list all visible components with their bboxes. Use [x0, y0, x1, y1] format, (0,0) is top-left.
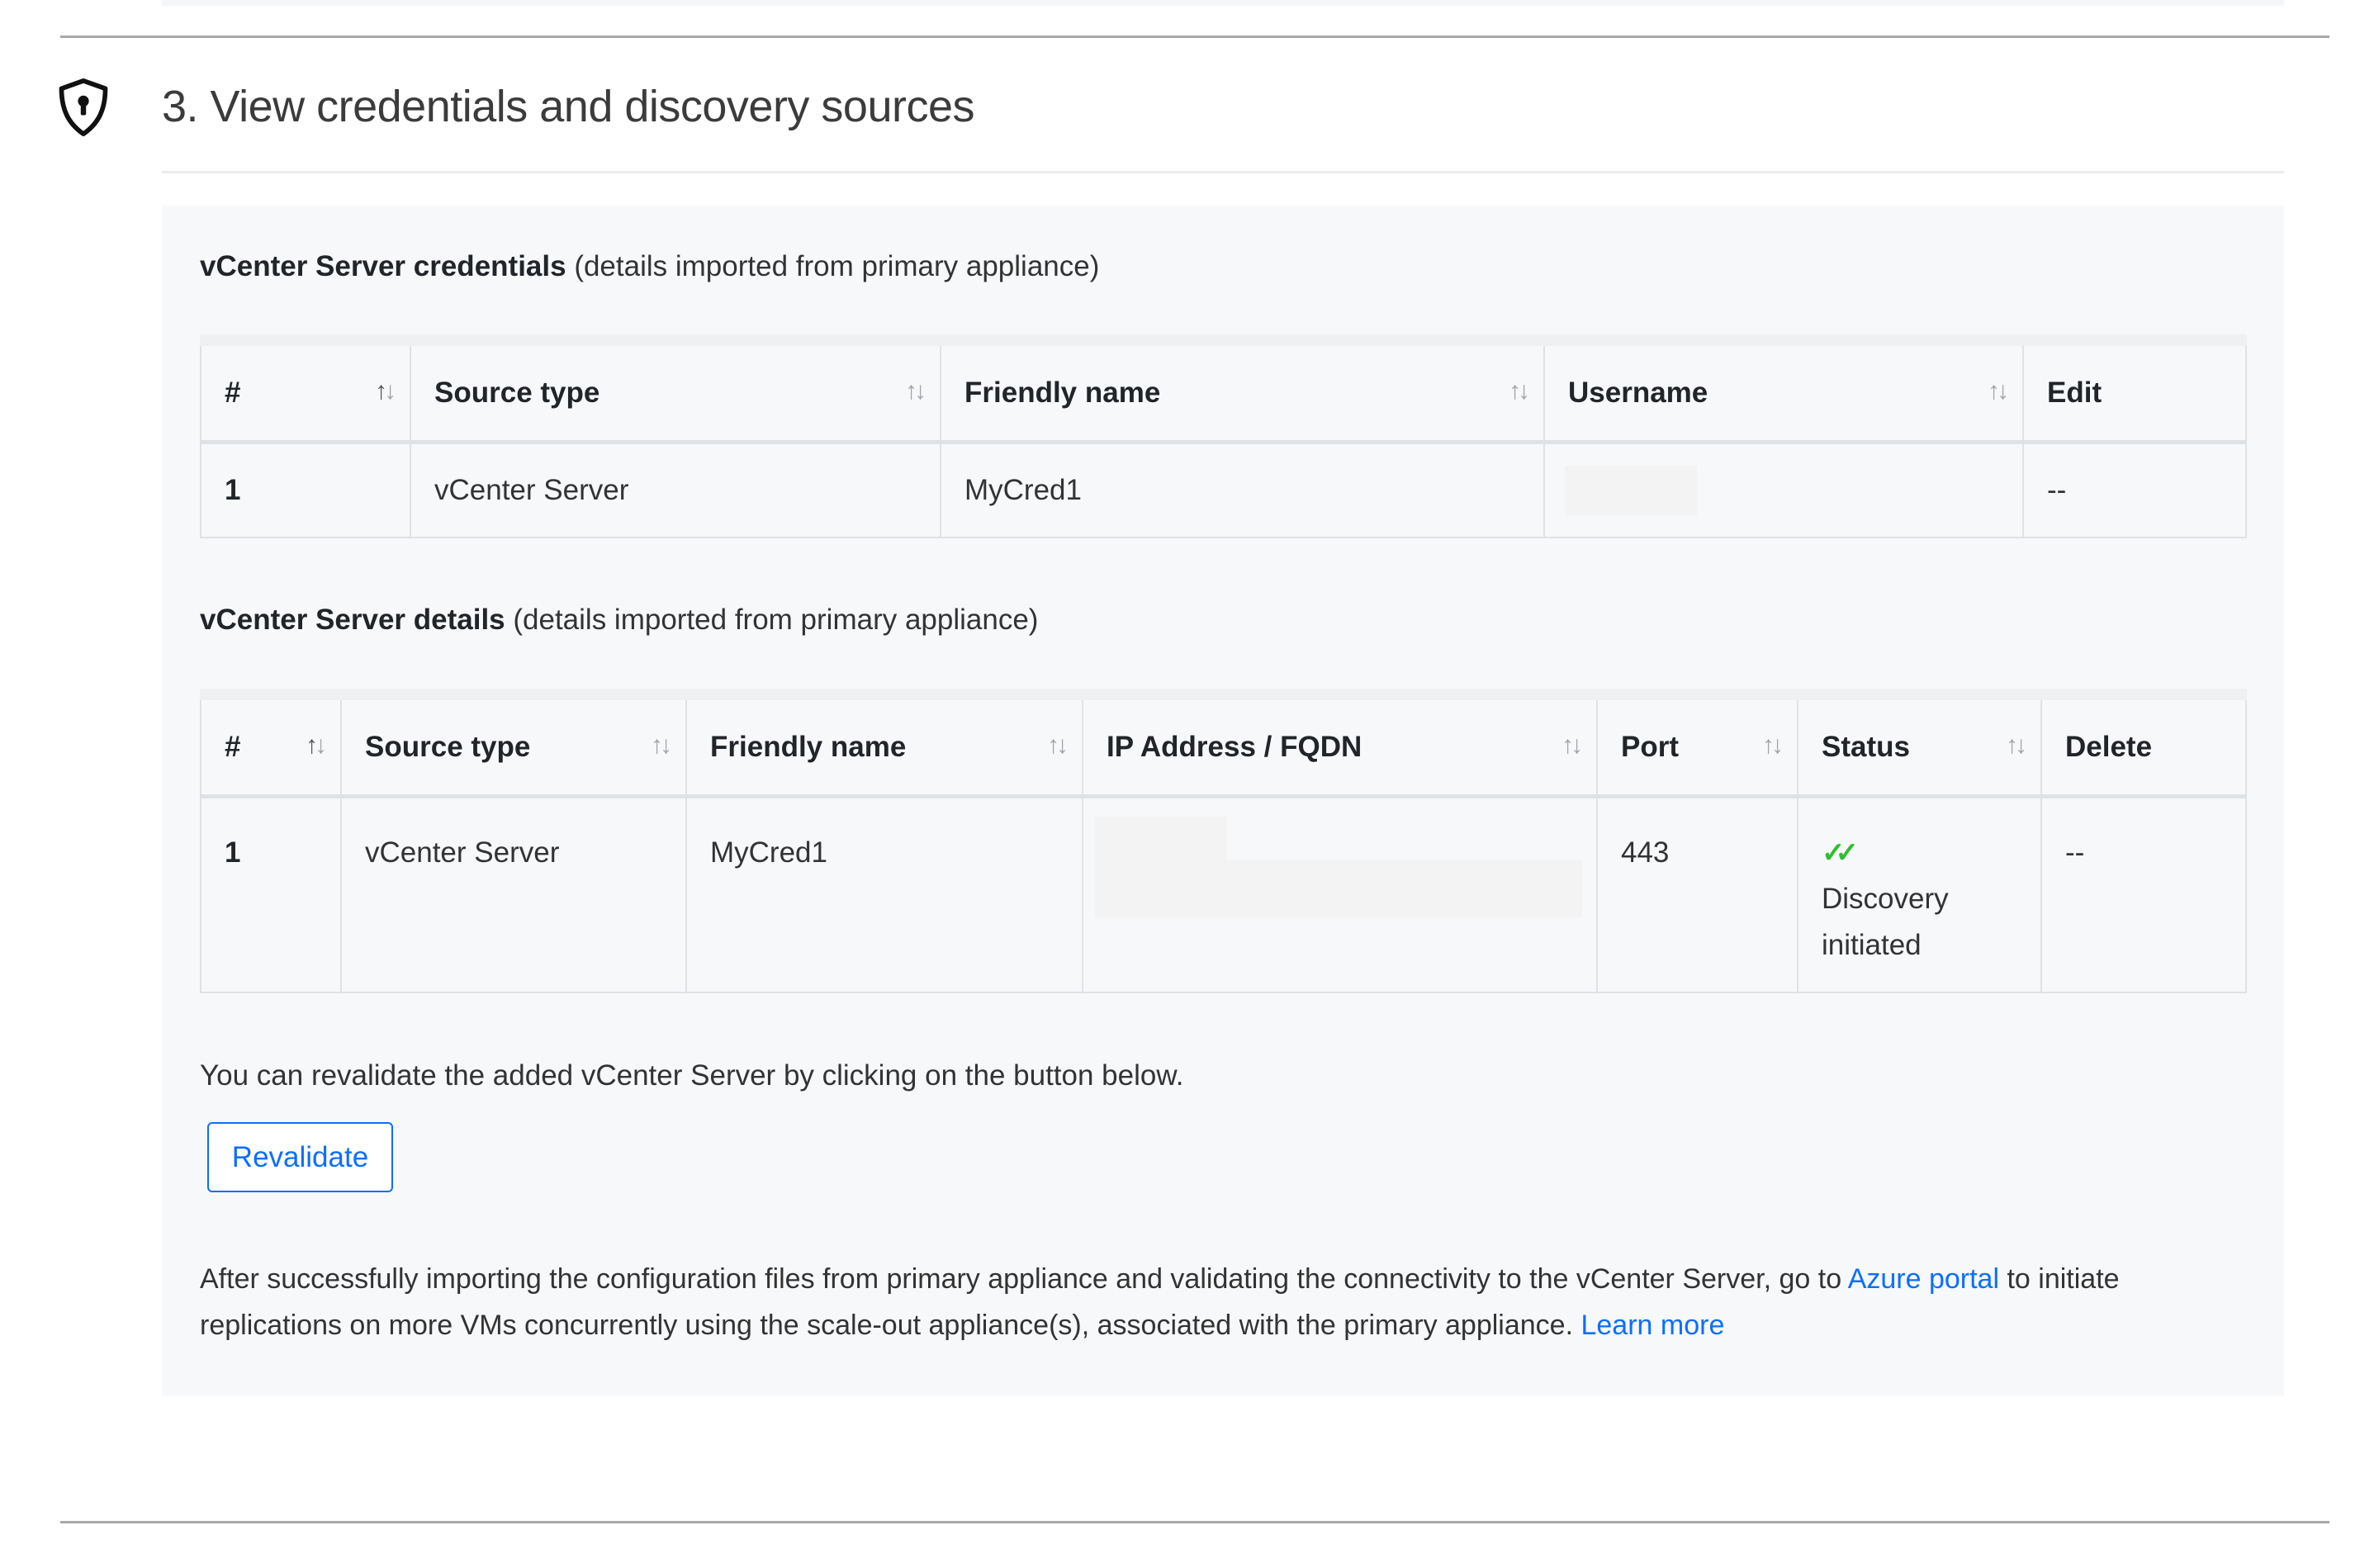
credentials-heading-note: (details imported from primary appliance… — [574, 250, 1100, 282]
credentials-panel: vCenter Server credentials (details impo… — [162, 206, 2284, 1396]
cell-status: ✓✓ Discovery initiated — [1797, 795, 2042, 993]
sort-icon[interactable]: ↑↓ — [651, 732, 672, 759]
section-title: 3. View credentials and discovery source… — [162, 82, 975, 131]
column-header-friendly-name[interactable]: Friendly name ↑↓ — [940, 339, 1545, 444]
column-header-port[interactable]: Port ↑↓ — [1596, 694, 1798, 798]
credentials-table: # ↑↓ Source type ↑↓ Friendly name ↑↓ Userna… — [200, 334, 2247, 538]
cell-number: 1 — [200, 795, 342, 993]
redacted-username — [1565, 466, 1697, 515]
column-header-number[interactable]: # ↑↓ — [200, 339, 411, 444]
divider-bottom — [60, 1521, 2329, 1523]
column-header-edit: Edit — [2022, 339, 2247, 444]
redacted-ip — [1095, 817, 1227, 860]
column-header-number[interactable]: # ↑↓ — [200, 694, 342, 798]
cell-ip-address — [1082, 795, 1598, 993]
sort-icon[interactable]: ↑↓ — [1762, 732, 1784, 759]
cell-friendly-name: MyCred1 — [940, 441, 1545, 538]
column-header-ip-address[interactable]: IP Address / FQDN ↑↓ — [1082, 694, 1598, 798]
sort-icon[interactable]: ↑↓ — [1047, 732, 1069, 759]
sort-icon[interactable]: ↑↓ — [2006, 732, 2027, 759]
double-check-icon: ✓✓ — [1822, 837, 1859, 869]
cell-port: 443 — [1596, 795, 1798, 993]
sort-icon[interactable]: ↑↓ — [306, 732, 327, 759]
sort-icon[interactable]: ↑↓ — [1561, 732, 1583, 759]
cell-source-type: vCenter Server — [340, 795, 687, 993]
credentials-heading: vCenter Server credentials (details impo… — [200, 250, 1099, 283]
table-row: 1 vCenter Server MyCred1 -- — [200, 441, 2247, 538]
status-text: Discovery initiated — [1822, 883, 1949, 961]
cell-edit[interactable]: -- — [2022, 441, 2247, 538]
column-header-source-type[interactable]: Source type ↑↓ — [410, 339, 941, 444]
sort-icon[interactable]: ↑↓ — [375, 377, 396, 405]
details-heading-note: (details imported from primary appliance… — [513, 604, 1039, 636]
credentials-heading-title: vCenter Server credentials — [200, 250, 566, 282]
cell-friendly-name: MyCred1 — [685, 795, 1083, 993]
details-heading-title: vCenter Server details — [200, 604, 505, 636]
details-table: # ↑↓ Source type ↑↓ Friendly name ↑↓ IP Add… — [200, 689, 2247, 993]
column-header-friendly-name[interactable]: Friendly name ↑↓ — [685, 694, 1083, 798]
cell-username — [1543, 441, 2024, 538]
redacted-fqdn — [1095, 860, 1582, 917]
revalidate-text: You can revalidate the added vCenter Ser… — [200, 1059, 1184, 1092]
footer-text: After successfully importing the configu… — [200, 1256, 2256, 1348]
footer-text-part: to initiate replications on more VMs con… — [200, 1263, 2120, 1341]
column-header-delete: Delete — [2040, 694, 2247, 798]
sort-icon[interactable]: ↑↓ — [1509, 377, 1530, 405]
details-heading: vCenter Server details (details imported… — [200, 604, 1038, 637]
cell-number: 1 — [200, 441, 411, 538]
title-divider — [162, 171, 2284, 173]
cell-source-type: vCenter Server — [410, 441, 941, 538]
column-header-source-type[interactable]: Source type ↑↓ — [340, 694, 687, 798]
learn-more-link[interactable]: Learn more — [1580, 1310, 1725, 1341]
sort-icon[interactable]: ↑↓ — [905, 377, 926, 405]
previous-section-panel — [162, 0, 2284, 6]
azure-portal-link[interactable]: Azure portal — [1847, 1263, 2000, 1295]
table-row: 1 vCenter Server MyCred1 443 ✓✓ Discover… — [200, 795, 2247, 993]
shield-keyhole-icon — [59, 78, 108, 137]
cell-delete[interactable]: -- — [2040, 795, 2247, 993]
sort-icon[interactable]: ↑↓ — [1988, 377, 2009, 405]
column-header-status[interactable]: Status ↑↓ — [1797, 694, 2042, 798]
revalidate-button[interactable]: Revalidate — [207, 1122, 393, 1192]
divider-top — [60, 36, 2329, 38]
footer-text-part: After successfully importing the configu… — [200, 1263, 1848, 1295]
column-header-username[interactable]: Username ↑↓ — [1543, 339, 2024, 444]
